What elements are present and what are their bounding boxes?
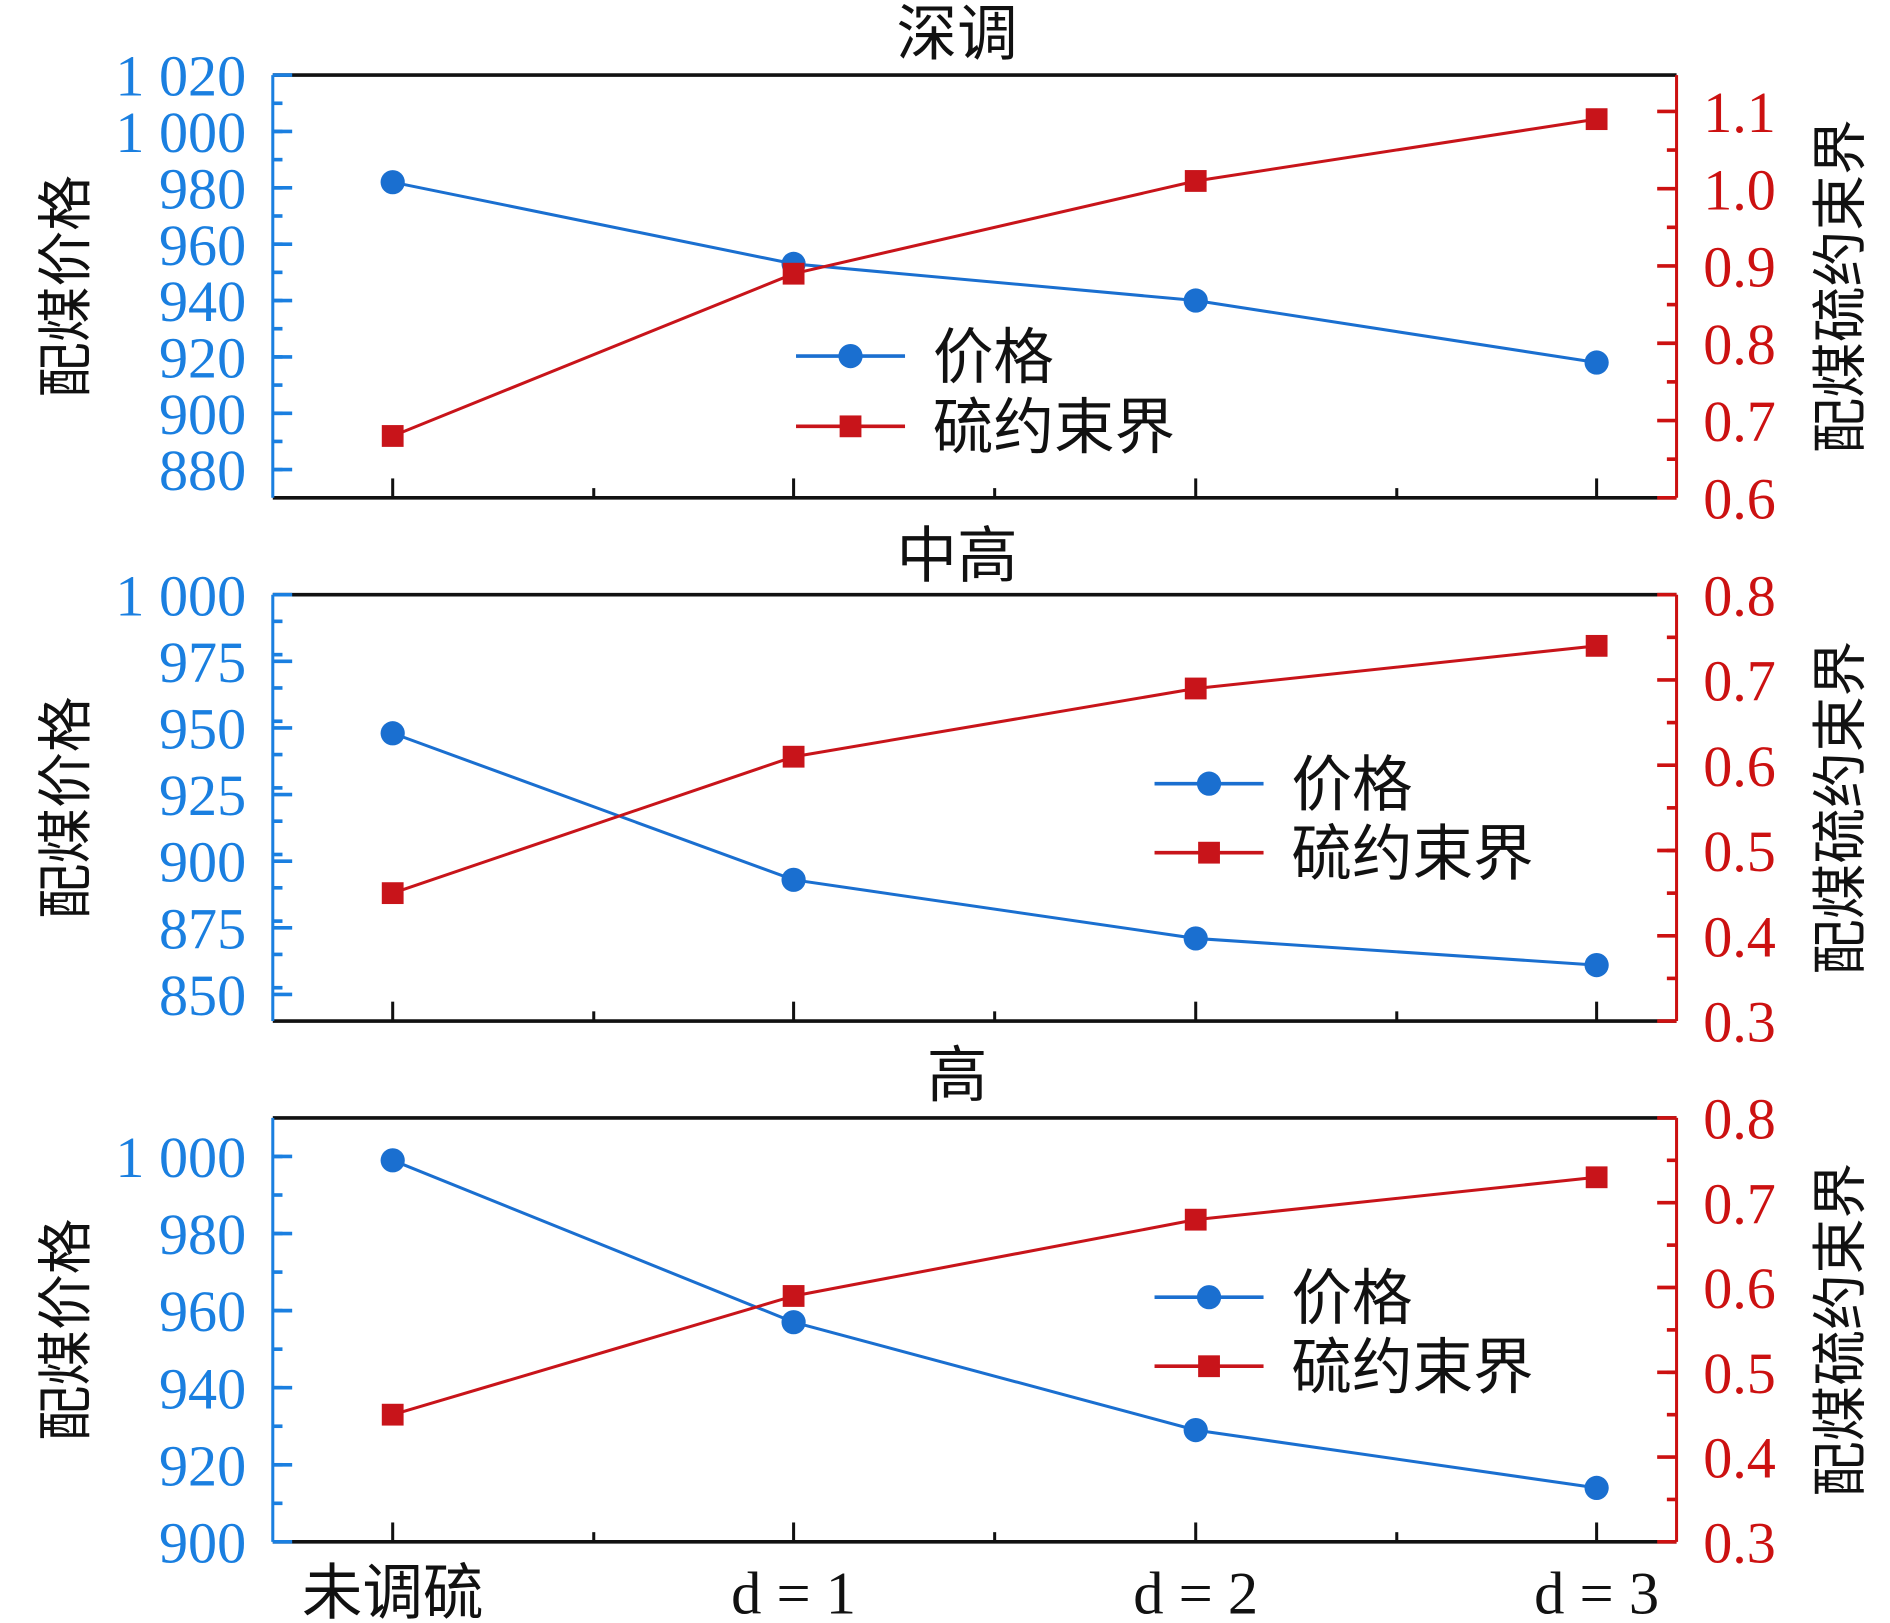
right-axis-title: 配煤硫约束界 [1808, 641, 1873, 975]
left-tick-label: 875 [159, 896, 246, 961]
right-tick-label: 0.6 [1703, 1256, 1776, 1321]
right-tick-label: 0.5 [1703, 819, 1776, 884]
right-tick-label: 0.6 [1703, 734, 1776, 799]
left-tick-label: 1 000 [115, 1125, 246, 1190]
left-tick-label: 940 [159, 269, 246, 334]
legend-circle-marker [1196, 1285, 1222, 1310]
sulfur-point [782, 745, 805, 768]
sulfur-point [1184, 170, 1207, 192]
price-series-line [392, 180, 1597, 365]
legend-label: 价格 [933, 323, 1054, 393]
price-point [1584, 350, 1609, 375]
price-point [1183, 288, 1208, 313]
left-tick-label: 900 [159, 382, 246, 447]
right-tick-label: 0.8 [1703, 1087, 1776, 1152]
sulfur-point [1184, 1208, 1207, 1231]
price-point [380, 1148, 405, 1173]
right-tick-label: 0.4 [1703, 1426, 1776, 1491]
sulfur-point [1585, 108, 1608, 131]
left-tick-label: 880 [159, 438, 246, 503]
left-tick-label: 850 [159, 963, 246, 1028]
panel-title: 深调 [897, 0, 1018, 70]
legend-circle-marker [838, 343, 863, 369]
left-tick-label: 900 [159, 830, 246, 895]
legend-square-marker [1198, 1355, 1220, 1378]
price-point [1584, 1475, 1609, 1501]
left-tick-label: 900 [159, 1510, 246, 1575]
left-tick-label: 925 [159, 763, 246, 828]
right-tick-label: 0.9 [1703, 235, 1776, 300]
legend-label: 硫约束界 [933, 393, 1175, 463]
left-tick-label: 940 [159, 1356, 246, 1421]
left-tick-label: 1 000 [115, 100, 246, 165]
left-tick-label: 980 [159, 1202, 246, 1267]
sulfur-point [1585, 634, 1608, 657]
price-point [380, 721, 405, 746]
sulfur-point [782, 262, 805, 285]
left-tick-label: 975 [159, 630, 246, 695]
sulfur-point [1585, 1166, 1608, 1189]
right-tick-label: 0.5 [1703, 1341, 1776, 1406]
panel-2: 高 900 920 940 960 980 1 000 0.3 0.4 0.5 0.6 0.7 0.8 配… [34, 1041, 1873, 1623]
right-tick-label: 0.3 [1703, 990, 1776, 1055]
x-tick-label: d = 2 [1133, 1560, 1258, 1623]
sulfur-series-line [392, 1175, 1597, 1417]
left-axis-title: 配煤价格 [34, 696, 99, 919]
price-point [781, 1310, 806, 1335]
legend-circle-marker [1196, 771, 1222, 796]
price-point [1584, 952, 1609, 978]
sulfur-point [1184, 677, 1207, 700]
price-series-line [392, 731, 1597, 967]
price-point [781, 867, 806, 892]
left-tick-label: 920 [159, 1433, 246, 1498]
left-tick-label: 920 [159, 325, 246, 390]
left-tick-label: 960 [159, 1279, 246, 1344]
right-tick-label: 0.7 [1703, 389, 1776, 454]
legend-label: 价格 [1291, 750, 1412, 820]
sulfur-point [381, 882, 404, 905]
right-tick-label: 0.8 [1703, 563, 1776, 628]
left-tick-label: 1 020 [115, 44, 246, 109]
x-tick-label: 未调硫 [302, 1558, 484, 1623]
sulfur-series-line [392, 117, 1597, 438]
x-tick-label: d = 3 [1534, 1560, 1659, 1623]
right-tick-label: 0.4 [1703, 904, 1776, 969]
legend-square-marker [1198, 841, 1220, 864]
left-tick-label: 1 000 [115, 563, 246, 628]
price-point [380, 170, 405, 195]
right-tick-label: 1.1 [1703, 80, 1776, 145]
panel-title: 高 [927, 1041, 988, 1111]
right-tick-label: 0.8 [1703, 312, 1776, 377]
left-tick-label: 980 [159, 156, 246, 221]
right-tick-label: 0.7 [1703, 649, 1776, 714]
price-point [1183, 1417, 1208, 1443]
legend-label: 硫约束界 [1291, 819, 1533, 889]
right-axis-title: 配煤硫约束界 [1808, 119, 1873, 453]
price-series-line [392, 1158, 1597, 1490]
legend-square-marker [839, 415, 862, 438]
panel-title: 中高 [897, 522, 1018, 592]
right-tick-label: 0.7 [1703, 1171, 1776, 1236]
left-tick-label: 960 [159, 213, 246, 278]
sulfur-point [381, 425, 404, 447]
left-axis-title: 配煤价格 [34, 175, 99, 398]
left-axis-title: 配煤价格 [34, 1218, 99, 1441]
sulfur-series-line [392, 644, 1597, 895]
sulfur-point [381, 1403, 404, 1426]
right-tick-label: 0.6 [1703, 466, 1776, 531]
x-tick-label: d = 1 [731, 1560, 856, 1623]
right-tick-label: 1.0 [1703, 157, 1776, 222]
sulfur-point [782, 1285, 805, 1307]
right-axis-title: 配煤硫约束界 [1808, 1163, 1873, 1497]
legend-label: 硫约束界 [1291, 1333, 1533, 1403]
right-tick-label: 0.3 [1703, 1510, 1776, 1575]
price-point [1183, 926, 1208, 951]
left-tick-label: 950 [159, 697, 246, 762]
legend-label: 价格 [1291, 1264, 1412, 1334]
